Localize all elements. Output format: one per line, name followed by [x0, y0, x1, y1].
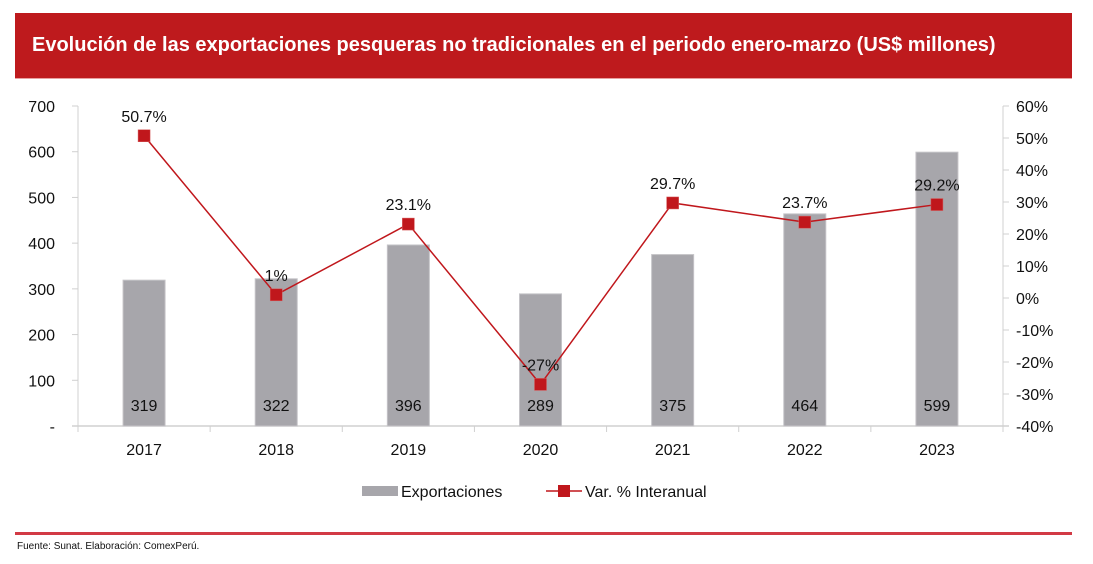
bar-series-exportaciones	[122, 151, 959, 427]
x-axis-tick-label: 2022	[787, 442, 823, 459]
bar-value-label: 319	[131, 398, 158, 415]
footer-divider	[15, 532, 1072, 535]
x-axis-tick-label: 2020	[523, 442, 559, 459]
x-axis-tick-label: 2018	[258, 442, 294, 459]
bar-value-label: 464	[791, 398, 818, 415]
right-axis-tick-label: 30%	[1016, 195, 1048, 212]
right-axis-tick-label: 50%	[1016, 131, 1048, 148]
right-axis-tick-label: 0%	[1016, 291, 1039, 308]
chart-title-bar: Evolución de las exportaciones pesqueras…	[15, 13, 1072, 79]
line-marker-2019	[402, 217, 415, 231]
legend: Exportaciones Var. % Interanual	[362, 484, 707, 501]
legend-label-exportaciones: Exportaciones	[401, 484, 502, 501]
line-value-label: 50.7%	[121, 109, 166, 126]
line-value-label: 29.2%	[914, 178, 959, 195]
bar-2023	[915, 151, 959, 427]
x-axis-tick-label: 2021	[655, 442, 691, 459]
line-value-label: 29.7%	[650, 176, 695, 193]
left-axis-tick-label: 700	[28, 99, 55, 116]
axes: - 100 200 300 400 500 600 700 -40% -30% -20% -10% 0%…	[28, 99, 1053, 459]
left-axis-tick-label: 400	[28, 236, 55, 253]
bar-2021	[651, 254, 695, 427]
right-axis-tick-label: 10%	[1016, 259, 1048, 276]
x-axis-tick-label: 2019	[391, 442, 427, 459]
line-marker-2018	[269, 288, 283, 302]
right-axis-tick-label: -30%	[1016, 387, 1053, 404]
bar-data-labels: 319 322 396 289 375 464 599	[131, 398, 951, 415]
line-value-label: 1%	[265, 268, 288, 285]
bar-2022	[783, 213, 827, 427]
left-axis-tick-label: 200	[28, 328, 55, 345]
bar-2020	[519, 293, 562, 427]
left-axis-tick-label: 500	[28, 190, 55, 207]
bar-value-label: 375	[659, 398, 686, 415]
chart-title: Evolución de las exportaciones pesqueras…	[32, 34, 996, 56]
left-axis-tick-label: 300	[28, 282, 55, 299]
bar-2019	[386, 244, 430, 427]
legend-marker-swatch	[558, 485, 570, 497]
left-axis-tick-label: 100	[28, 373, 55, 390]
x-axis-tick-label: 2017	[126, 442, 162, 459]
bar-value-label: 599	[924, 398, 951, 415]
right-axis-tick-label: 20%	[1016, 227, 1048, 244]
legend-swatch-exportaciones	[362, 486, 398, 496]
line-value-label: -27%	[522, 357, 559, 374]
line-marker-2020	[534, 378, 547, 391]
line-series-var-interanual	[137, 129, 944, 391]
bar-value-label: 289	[527, 398, 554, 415]
line-marker-2021	[666, 196, 679, 210]
line-marker-2023	[930, 198, 944, 211]
line-data-labels: 50.7% 1% 23.1% -27% 29.7% 23.7% 29.2%	[121, 109, 959, 375]
source-note: Fuente: Sunat. Elaboración: ComexPerú.	[17, 541, 200, 552]
bar-2017	[122, 279, 166, 427]
right-axis-tick-label: -20%	[1016, 355, 1053, 372]
right-axis-tick-label: 40%	[1016, 163, 1048, 180]
left-axis-tick-label: 600	[28, 145, 55, 162]
right-axis-tick-label: 60%	[1016, 99, 1048, 116]
line-value-label: 23.7%	[782, 195, 827, 212]
right-axis-tick-label: -40%	[1016, 419, 1053, 436]
line-value-label: 23.1%	[386, 197, 431, 214]
x-axis-tick-label: 2023	[919, 442, 955, 459]
bar-value-label: 396	[395, 398, 422, 415]
legend-label-var-interanual: Var. % Interanual	[585, 484, 707, 501]
line-marker-2017	[137, 129, 151, 143]
left-axis-tick-label: -	[50, 419, 55, 436]
bar-2018	[254, 278, 298, 427]
line-marker-2022	[798, 215, 812, 229]
bar-value-label: 322	[263, 398, 290, 415]
right-axis-tick-label: -10%	[1016, 323, 1053, 340]
